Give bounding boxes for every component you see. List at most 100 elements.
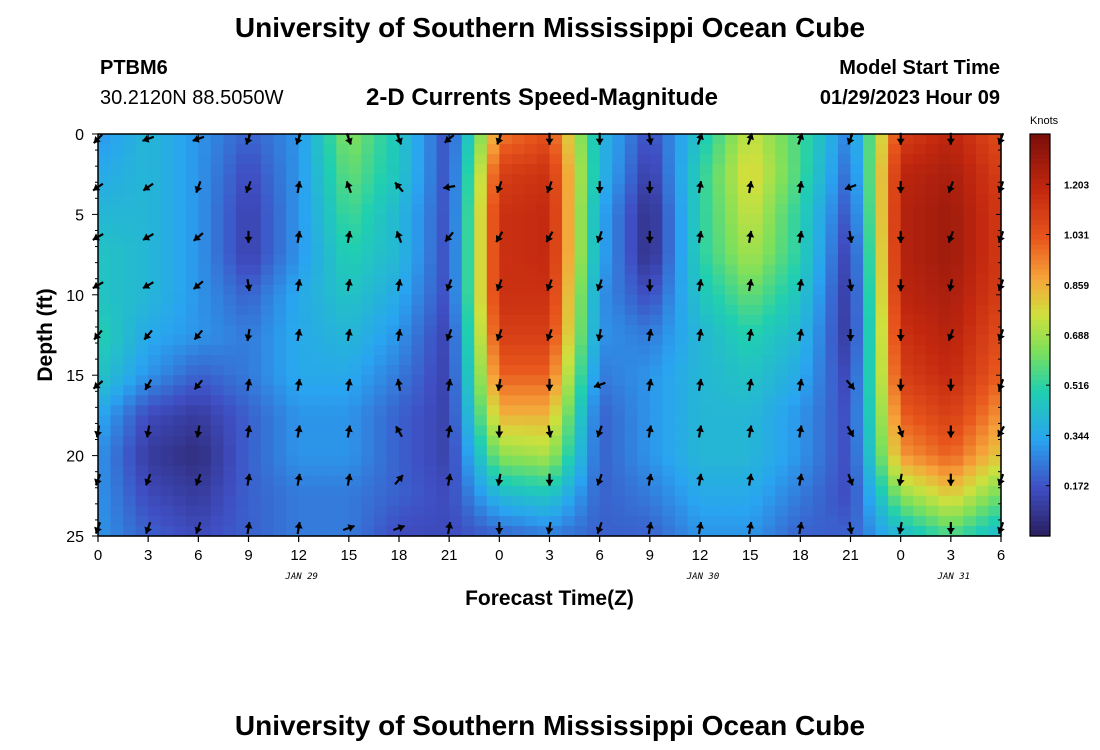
heatmap-cell xyxy=(875,455,889,467)
vector-arrow xyxy=(393,524,405,532)
colorbar-swatch xyxy=(1030,425,1050,432)
heatmap-cell xyxy=(386,154,400,165)
heatmap-cell xyxy=(486,515,500,527)
colorbar-swatch xyxy=(1030,400,1050,406)
heatmap-cell xyxy=(674,304,689,316)
colorbar-swatch xyxy=(1030,470,1050,477)
heatmap-cell xyxy=(837,485,852,497)
heatmap-cell xyxy=(198,415,212,427)
heatmap-cell xyxy=(963,505,977,517)
heatmap-cell xyxy=(762,335,776,346)
vector-arrow xyxy=(545,231,554,243)
heatmap-cell xyxy=(511,274,526,286)
heatmap-cell xyxy=(486,134,500,145)
arrow-head xyxy=(645,285,654,292)
heatmap-cell xyxy=(286,144,300,155)
heatmap-cell xyxy=(950,214,964,226)
heatmap-cell xyxy=(499,324,513,336)
heatmap-cell xyxy=(562,525,576,537)
heatmap-cell xyxy=(825,395,839,406)
vector-arrow xyxy=(946,522,955,534)
heatmap-cell xyxy=(700,164,714,175)
arrow-head xyxy=(143,183,151,191)
heatmap-cell xyxy=(662,385,676,396)
heatmap-cell xyxy=(562,455,576,467)
heatmap-cell xyxy=(123,515,137,527)
heatmap-cell xyxy=(261,254,275,266)
heatmap-cell xyxy=(950,284,964,296)
heatmap-cell xyxy=(750,375,764,386)
arrow-head xyxy=(595,235,604,243)
heatmap-cell xyxy=(863,415,877,427)
vector-arrow xyxy=(192,232,204,242)
heatmap-cell xyxy=(399,294,413,306)
vector-arrow xyxy=(144,379,153,391)
heatmap-cell xyxy=(988,274,1002,286)
heatmap-cell xyxy=(348,264,362,276)
colorbar-unit: Knots xyxy=(1030,115,1059,127)
heatmap-cell xyxy=(286,324,300,336)
heatmap-cell xyxy=(148,294,162,306)
heatmap-cell xyxy=(511,465,526,477)
heatmap-cell xyxy=(336,234,350,246)
heatmap-cell xyxy=(511,174,526,185)
heatmap-cell xyxy=(624,284,638,296)
heatmap-cell xyxy=(273,525,287,537)
heatmap-cell xyxy=(850,505,864,517)
heatmap-cell xyxy=(787,264,801,276)
heatmap-cell xyxy=(474,304,488,316)
heatmap-cell xyxy=(787,304,801,316)
heatmap-cell xyxy=(800,405,814,416)
heatmap-cell xyxy=(875,294,889,306)
heatmap-cell xyxy=(323,495,337,507)
heatmap-cell xyxy=(687,174,701,185)
arrow-head xyxy=(946,384,955,391)
y-tick-label: 5 xyxy=(75,207,84,224)
heatmap-cell xyxy=(762,284,776,296)
heatmap-cell xyxy=(662,465,676,477)
heatmap-cell xyxy=(587,314,601,326)
heatmap-cell xyxy=(235,274,250,286)
heatmap-cell xyxy=(549,234,563,246)
heatmap-cell xyxy=(160,495,174,507)
heatmap-cell xyxy=(511,234,526,246)
heatmap-cell xyxy=(900,264,914,276)
heatmap-cell xyxy=(975,475,990,487)
heatmap-cell xyxy=(536,314,551,326)
heatmap-cell xyxy=(750,154,764,165)
heatmap-cell xyxy=(725,515,739,527)
heatmap-cell xyxy=(198,345,212,356)
heatmap-cell xyxy=(574,395,588,406)
heatmap-cell xyxy=(499,164,513,175)
heatmap-cell xyxy=(750,385,764,396)
heatmap-cell xyxy=(373,134,388,145)
heatmap-cell xyxy=(913,174,927,185)
heatmap-cell xyxy=(411,475,425,487)
heatmap-cell xyxy=(135,335,149,346)
heatmap-cell xyxy=(712,204,726,215)
heatmap-cell xyxy=(825,375,839,386)
heatmap-cell xyxy=(925,144,939,155)
arrow-head xyxy=(144,382,152,390)
heatmap-cell xyxy=(913,294,927,306)
heatmap-cell xyxy=(649,415,663,427)
heatmap-cell xyxy=(674,314,689,326)
heatmap-cell xyxy=(750,234,764,246)
heatmap-cell xyxy=(311,475,325,487)
heatmap-cell xyxy=(248,485,262,497)
vector-arrow xyxy=(143,329,153,341)
arrow-head xyxy=(947,235,955,243)
heatmap-cell xyxy=(323,385,337,396)
heatmap-cell xyxy=(712,425,726,437)
heatmap-cell xyxy=(599,355,613,366)
heatmap-cell xyxy=(361,254,375,266)
heatmap-cell xyxy=(98,234,112,246)
heatmap-cell xyxy=(261,224,275,236)
heatmap-cell xyxy=(837,395,852,406)
heatmap-cell xyxy=(185,525,199,537)
heatmap-cell xyxy=(925,314,939,326)
heatmap-cell xyxy=(336,134,350,145)
heatmap-cell xyxy=(499,485,513,497)
heatmap-cell xyxy=(963,455,977,467)
heatmap-cell xyxy=(687,314,701,326)
